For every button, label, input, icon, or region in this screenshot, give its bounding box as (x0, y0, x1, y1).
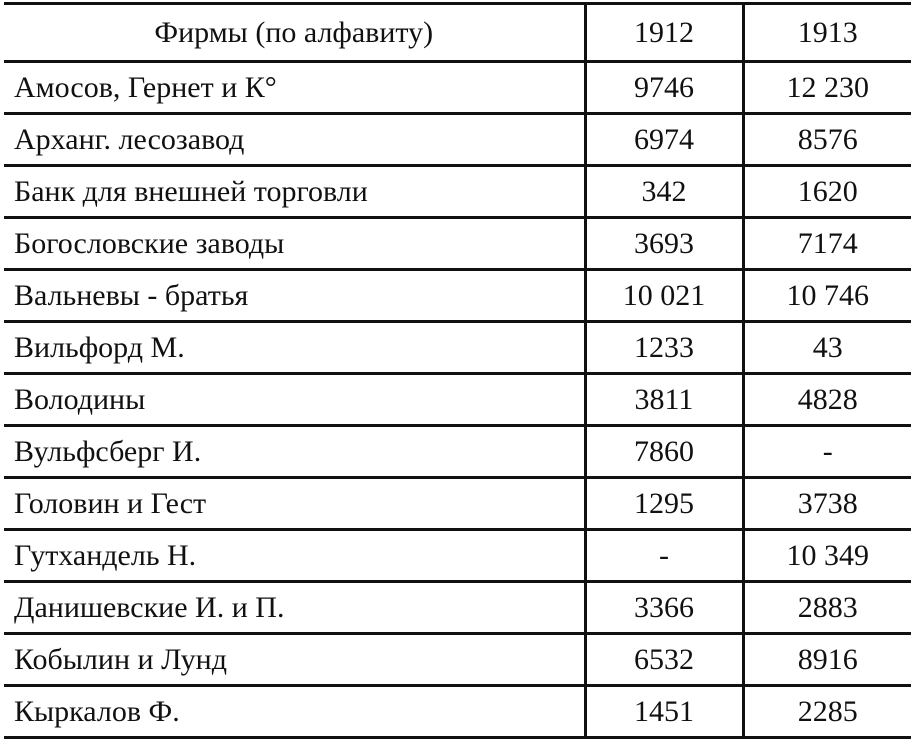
firm-name: Данишевские И. и П. (4, 580, 587, 635)
value-1912: 3366 (583, 580, 745, 635)
table-row: Кыркалов Ф. 1451 2285 (4, 684, 911, 739)
value-1912: 1233 (583, 320, 745, 375)
firm-name: Гутхандель Н. (4, 528, 587, 583)
table-row: Вильфорд М. 1233 43 (4, 320, 911, 375)
table-row: Богословские заводы 3693 7174 (4, 216, 911, 271)
firm-name: Банк для внешней торговли (4, 164, 587, 219)
value-1913: 10 746 (741, 268, 911, 323)
table-row: Вальневы - братья 10 021 10 746 (4, 268, 911, 323)
value-1913: 1620 (741, 164, 911, 219)
firm-name: Арханг. лесозавод (4, 112, 587, 167)
value-1913: 12 230 (741, 60, 911, 115)
table-row: Амосов, Гернет и К° 9746 12 230 (4, 60, 911, 115)
table-row: Банк для внешней торговли 342 1620 (4, 164, 911, 219)
firm-name: Головин и Гест (4, 476, 587, 531)
value-1912: - (583, 528, 745, 583)
value-1913: 7174 (741, 216, 911, 271)
table-row: Арханг. лесозавод 6974 8576 (4, 112, 911, 167)
value-1912: 7860 (583, 424, 745, 479)
table-row: Вульфсберг И. 7860- (4, 424, 911, 479)
table-row: Гутхандель Н. -10 349 (4, 528, 911, 583)
value-1913: 8916 (741, 632, 911, 687)
value-1913: 43 (741, 320, 911, 375)
header-row: Фирмы (по алфавиту) 1912 1913 (4, 2, 911, 63)
firm-name: Володины (4, 372, 587, 427)
firm-name: Богословские заводы (4, 216, 587, 271)
value-1912: 1451 (583, 684, 745, 739)
firm-name: Вальневы - братья (4, 268, 587, 323)
header-firms: Фирмы (по алфавиту) (4, 2, 587, 63)
firm-name: Вульфсберг И. (4, 424, 587, 479)
value-1913: 8576 (741, 112, 911, 167)
firm-name: Амосов, Гернет и К° (4, 60, 587, 115)
value-1913: 10 349 (741, 528, 911, 583)
value-1912: 9746 (583, 60, 745, 115)
table-row: Данишевские И. и П. 3366 2883 (4, 580, 911, 635)
value-1912: 1295 (583, 476, 745, 531)
table-row: Головин и Гест 1295 3738 (4, 476, 911, 531)
table-row: Кобылин и Лунд 6532 8916 (4, 632, 911, 687)
value-1912: 6532 (583, 632, 745, 687)
value-1912: 3693 (583, 216, 745, 271)
value-1913: 4828 (741, 372, 911, 427)
header-1912: 1912 (583, 2, 745, 63)
value-1912: 3811 (583, 372, 745, 427)
value-1913: - (741, 424, 911, 479)
value-1913: 2883 (741, 580, 911, 635)
value-1912: 10 021 (583, 268, 745, 323)
firm-name: Кыркалов Ф. (4, 684, 587, 739)
table-row: Володины 3811 4828 (4, 372, 911, 427)
firms-table: Фирмы (по алфавиту) 1912 1913 Амосов, Ге… (4, 2, 911, 739)
value-1913: 3738 (741, 476, 911, 531)
value-1912: 342 (583, 164, 745, 219)
value-1913: 2285 (741, 684, 911, 739)
firm-name: Вильфорд М. (4, 320, 587, 375)
firm-name: Кобылин и Лунд (4, 632, 587, 687)
value-1912: 6974 (583, 112, 745, 167)
header-1913: 1913 (741, 2, 911, 63)
